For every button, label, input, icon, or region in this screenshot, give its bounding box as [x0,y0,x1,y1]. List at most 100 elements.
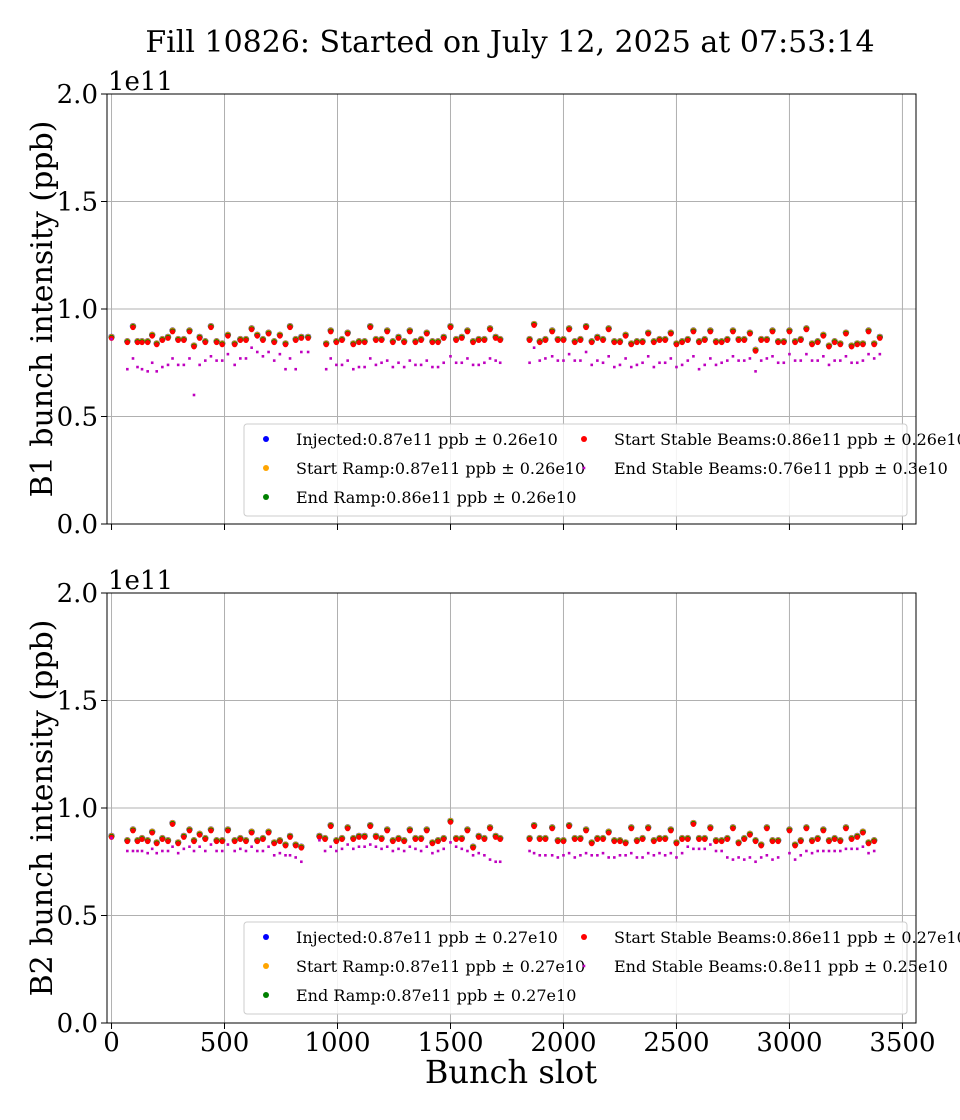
point-start-stable [447,324,454,331]
point-end-stable [544,357,547,360]
point-start-stable [249,830,255,836]
point-end-stable [352,847,355,851]
point-end-stable [323,849,327,853]
point-start-stable [572,836,578,842]
point-start-stable [175,841,181,847]
point-end-stable [460,847,464,851]
point-end-stable [675,365,678,369]
point-end-stable [300,860,303,864]
point-start-stable [611,838,617,845]
point-start-stable [668,828,674,834]
point-start-stable [826,344,832,350]
point-start-stable [298,845,304,851]
point-start-stable [169,329,176,335]
point-end-stable [425,845,429,848]
point-end-stable [799,854,803,857]
point-end-stable [538,359,542,362]
point-end-stable [136,849,139,853]
point-start-stable [623,333,629,339]
point-end-stable [872,849,876,853]
point-end-stable [596,854,599,857]
point-start-stable [803,826,810,832]
point-end-stable [146,851,149,855]
point-start-stable [154,841,160,847]
point-end-stable [573,359,577,362]
point-start-stable [464,828,471,834]
point-end-stable [192,393,196,397]
point-end-stable [352,367,355,371]
point-end-stable [782,361,786,365]
point-end-stable [629,365,633,369]
point-start-stable [549,329,555,335]
point-start-stable [572,339,578,346]
point-start-stable [429,339,436,346]
point-end-stable [607,355,610,358]
point-end-stable [385,845,389,848]
point-end-stable [380,847,383,851]
point-end-stable [436,365,440,369]
point-start-stable [424,828,430,834]
point-end-stable [346,843,349,846]
y-tick-label: 2.0 [57,80,98,110]
point-start-stable [560,337,567,343]
point-start-stable [786,329,793,335]
legend-label: End Stable Beams:0.76e11 ppb ± 0.3e10 [614,459,948,478]
point-end-stable [340,847,344,851]
point-end-stable [363,845,366,848]
point-start-stable [202,339,208,346]
point-start-stable [877,335,883,341]
point-start-stable [378,836,385,842]
point-start-stable [713,339,719,346]
point-end-stable [528,849,531,853]
point-end-stable [188,845,191,848]
point-start-stable [139,836,145,842]
point-start-stable [186,828,193,834]
point-start-stable [316,834,323,840]
point-start-stable [407,329,413,335]
point-start-stable [390,838,396,845]
point-start-stable [145,339,151,346]
point-end-stable [714,849,718,853]
point-end-stable [166,849,170,853]
point-end-stable [765,854,769,857]
point-end-stable [150,361,154,365]
point-start-stable [191,344,197,350]
point-end-stable [397,361,400,365]
point-end-stable [329,357,333,360]
point-start-stable [493,335,499,341]
point-start-stable [747,331,753,337]
point-start-stable [149,333,155,339]
point-start-stable [837,838,843,845]
point-end-stable [284,367,287,371]
point-start-stable [537,836,543,842]
point-end-stable [686,359,690,362]
point-start-stable [165,335,171,341]
point-end-stable [759,359,763,362]
point-end-stable [380,361,383,365]
point-start-stable [277,333,283,339]
point-start-stable [213,838,220,845]
point-start-stable [832,339,838,346]
point-end-stable [810,851,814,855]
point-end-stable [233,849,236,853]
point-start-stable [197,832,203,838]
point-start-stable [339,337,345,343]
legend-marker [263,494,269,500]
point-start-stable [606,830,612,836]
point-end-stable [867,851,870,855]
point-start-stable [639,836,646,842]
point-start-stable [656,836,663,842]
point-start-stable [181,337,187,343]
point-start-stable [145,838,151,845]
point-start-stable [696,339,702,346]
point-start-stable [265,830,272,836]
point-start-stable [871,838,877,845]
point-start-stable [685,836,691,842]
x-tick-label: 2000 [530,1028,596,1058]
y-tick-label: 1.5 [57,687,98,717]
point-end-stable [613,365,616,369]
point-end-stable [155,851,159,855]
point-end-stable [742,359,746,362]
point-end-stable [374,845,378,848]
point-end-stable [306,350,310,354]
